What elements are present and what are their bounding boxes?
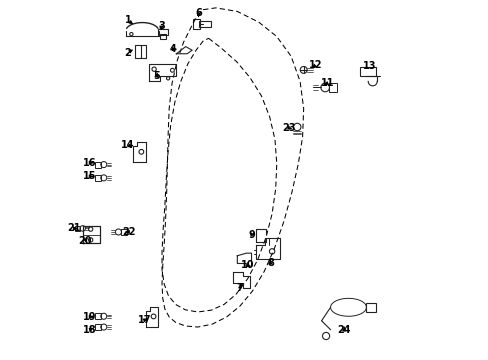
Text: 21: 21 (67, 224, 81, 233)
Text: 14: 14 (121, 140, 134, 150)
Bar (95, 313, 101, 319)
Bar (365, 303, 376, 312)
Bar (121, 229, 127, 235)
Text: 7: 7 (236, 283, 243, 293)
Text: 18: 18 (82, 325, 96, 335)
Text: 24: 24 (337, 325, 350, 335)
Text: 23: 23 (282, 123, 295, 133)
Bar (135, 45, 145, 58)
Text: 19: 19 (82, 312, 96, 322)
Text: 10: 10 (241, 260, 254, 270)
Text: 4: 4 (169, 44, 176, 54)
Polygon shape (233, 272, 250, 288)
Bar (95, 162, 101, 168)
Bar (199, 21, 210, 27)
Text: 12: 12 (308, 60, 322, 70)
Bar (158, 30, 167, 35)
Bar (75, 226, 80, 231)
Text: 20: 20 (78, 236, 91, 246)
Text: 5: 5 (153, 71, 160, 81)
Text: 3: 3 (158, 21, 164, 31)
Polygon shape (237, 253, 251, 266)
Text: 17: 17 (138, 315, 151, 325)
Bar (360, 67, 376, 76)
Text: 16: 16 (82, 158, 96, 168)
Polygon shape (133, 142, 146, 162)
Bar (160, 34, 166, 39)
Text: 15: 15 (82, 171, 96, 181)
Text: 9: 9 (248, 230, 255, 239)
Polygon shape (145, 307, 158, 327)
Bar (329, 83, 336, 92)
Text: 2: 2 (124, 48, 131, 58)
Text: 22: 22 (122, 227, 136, 237)
Bar (193, 19, 199, 28)
Bar (95, 324, 101, 330)
Text: 1: 1 (124, 15, 131, 26)
Text: 13: 13 (362, 61, 375, 71)
Polygon shape (255, 238, 279, 259)
Text: 6: 6 (195, 8, 202, 18)
Text: 8: 8 (266, 258, 273, 268)
Bar (95, 175, 101, 181)
Polygon shape (83, 226, 100, 243)
Text: 11: 11 (320, 78, 334, 88)
